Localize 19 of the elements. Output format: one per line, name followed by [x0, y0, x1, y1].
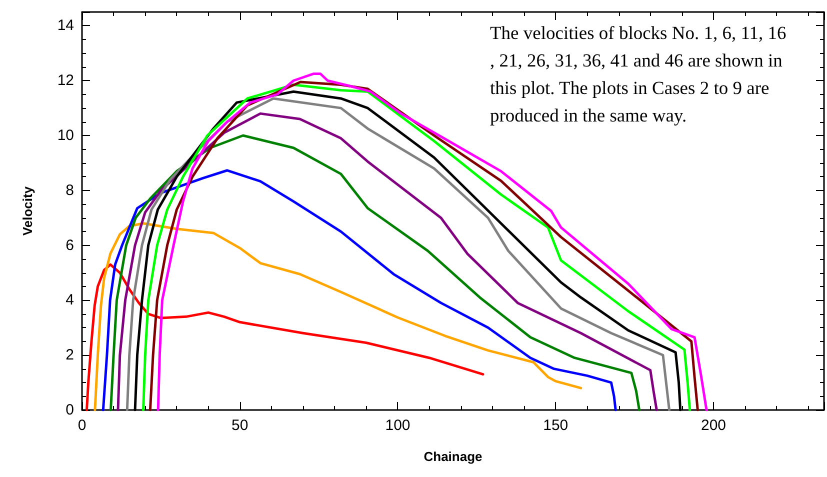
- x-tick-label: 150: [543, 417, 568, 434]
- y-tick-label: 10: [57, 127, 74, 144]
- y-tick-label: 8: [66, 182, 74, 199]
- line-series: [85, 263, 484, 412]
- annotation: The velocities of blocks No. 1, 6, 11, 16, 21, 26, 31, 36, 41 and 46 are shown in this plot. The plots in Cases 2 to 9 are produced in the same way.: [490, 24, 787, 126]
- y-tick-label: 6: [66, 236, 74, 254]
- x-tick-label: 50: [232, 417, 248, 434]
- y-tick-label: 12: [57, 72, 74, 90]
- y-axis-title: Velocity: [20, 186, 35, 236]
- x-tick-label: 100: [385, 417, 410, 434]
- x-tick-label: 0: [78, 417, 86, 434]
- line-series: [94, 222, 582, 412]
- y-tick-label: 0: [66, 402, 74, 418]
- y-tick-label: 2: [66, 346, 74, 364]
- y-tick-label: 4: [66, 292, 74, 309]
- line-series: [102, 169, 617, 412]
- x-tick-label: 200: [700, 417, 726, 434]
- y-tick-label: 14: [57, 17, 74, 34]
- x-axis-title: Chainage: [424, 449, 482, 464]
